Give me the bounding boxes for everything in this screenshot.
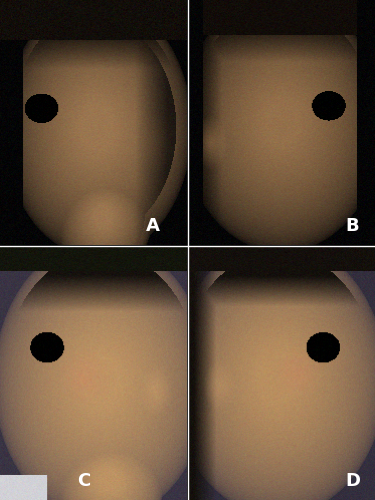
Text: B: B [346, 217, 359, 235]
Text: C: C [78, 472, 91, 490]
Text: A: A [146, 217, 160, 235]
Text: D: D [345, 472, 360, 490]
